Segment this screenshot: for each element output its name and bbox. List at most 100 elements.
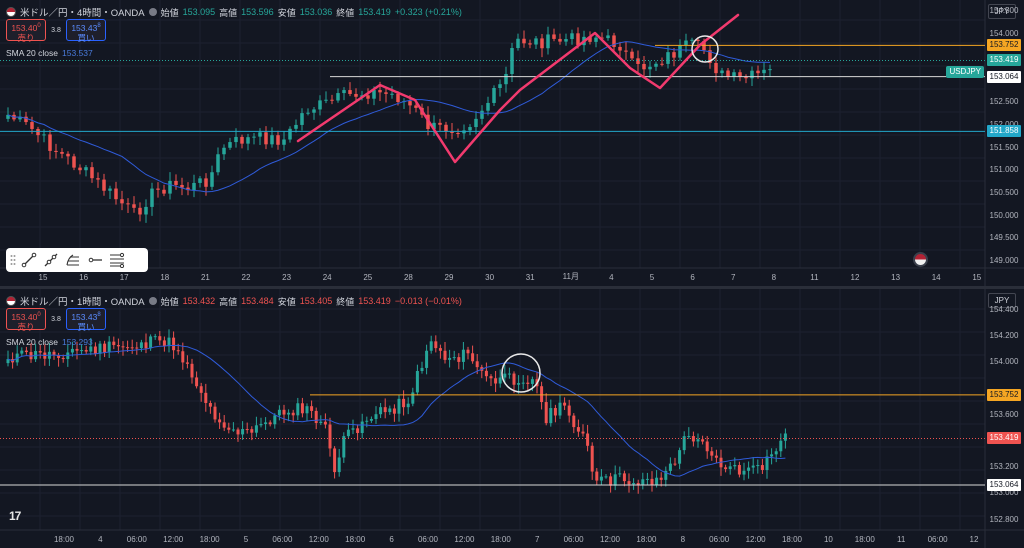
candle: [526, 382, 530, 384]
ray-icon[interactable]: [42, 251, 60, 269]
candle: [185, 362, 189, 364]
candle: [528, 43, 532, 45]
candle: [130, 347, 134, 349]
candle: [563, 402, 567, 406]
candle: [18, 116, 22, 120]
candle: [402, 398, 406, 408]
candle: [600, 37, 604, 39]
time-tick-label: 8: [680, 535, 686, 544]
candle: [510, 48, 514, 75]
buy-button[interactable]: 153.438 買い: [66, 308, 106, 332]
candle: [162, 189, 166, 194]
price-tag-white: 153.064: [987, 478, 1021, 491]
candle: [337, 457, 341, 473]
candle: [291, 412, 295, 416]
sma-legend-4h[interactable]: SMA 20 close 153.537: [6, 48, 93, 58]
horizontal-ray-icon[interactable]: [86, 251, 104, 269]
candle: [462, 130, 466, 134]
drag-handle-icon[interactable]: [10, 253, 16, 267]
price-tick-label: 150.000: [989, 210, 1019, 220]
chart-canvas-4h[interactable]: [0, 0, 1024, 286]
buy-button[interactable]: 153.438 買い: [66, 19, 106, 43]
price-tick-label: 152.000: [987, 120, 1021, 129]
candle: [503, 373, 507, 378]
time-tick-label: 12:00: [308, 535, 329, 544]
sma-legend-1h[interactable]: SMA 20 close 153.293: [6, 337, 93, 347]
candle: [314, 410, 318, 424]
symbol-title[interactable]: 米ドル／円・1時間・OANDA: [20, 297, 145, 308]
time-tick-label: 15: [972, 273, 982, 282]
candle: [75, 348, 79, 351]
candle: [112, 341, 116, 346]
candle: [414, 105, 418, 108]
symbol-title[interactable]: 米ドル／円・4時間・OANDA: [20, 8, 145, 19]
candle: [138, 207, 142, 215]
currency-selector[interactable]: JPY: [988, 293, 1016, 308]
sma-line: [7, 41, 771, 193]
candle: [540, 38, 544, 49]
candle: [126, 203, 130, 205]
annotation-circle: [691, 35, 719, 63]
candle: [245, 429, 249, 431]
tradingview-logo[interactable]: 17: [9, 509, 21, 523]
candle: [356, 428, 360, 433]
candle: [507, 373, 511, 375]
spread-value: 3.8: [51, 315, 61, 323]
time-tick-label: 25: [363, 273, 373, 282]
time-tick-label: 18:00: [636, 535, 657, 544]
parallel-channel-icon[interactable]: [108, 251, 126, 269]
candle: [415, 371, 419, 393]
candle: [98, 343, 102, 354]
candle: [760, 465, 764, 470]
candle: [708, 50, 712, 63]
candle: [636, 58, 640, 64]
candle: [144, 342, 148, 349]
pitchfork-icon[interactable]: [64, 251, 82, 269]
time-tick-label: 06:00: [126, 535, 147, 544]
candle: [312, 109, 316, 113]
legend-ohlc-1h: 米ドル／円・1時間・OANDA 始値 153.432 高値 153.484 安値 15…: [6, 294, 462, 308]
chart-pane-1h[interactable]: 米ドル／円・1時間・OANDA 始値 153.432 高値 153.484 安値 15…: [0, 289, 1024, 548]
price-tick-label: 152.800: [989, 514, 1019, 524]
time-tick-label: 17: [119, 273, 129, 282]
currency-selector[interactable]: JPY: [988, 4, 1016, 19]
sma-line: [7, 344, 786, 477]
sell-button[interactable]: 153.400 売り: [6, 19, 46, 43]
candle: [153, 336, 157, 338]
candle: [751, 465, 755, 468]
candle: [6, 114, 10, 119]
price-tick-label: 154.000: [989, 357, 1019, 367]
candle: [432, 122, 436, 130]
candle: [678, 45, 682, 58]
time-tick-label: 14: [931, 273, 941, 282]
candle: [606, 35, 610, 39]
candle: [70, 348, 74, 353]
candle: [348, 90, 352, 94]
candle: [213, 406, 217, 420]
time-tick-label: 06:00: [272, 535, 293, 544]
legend-ohlc-4h: 米ドル／円・4時間・OANDA 始値 153.095 高値 153.596 安値 15…: [6, 5, 462, 19]
candle: [199, 386, 203, 393]
candle: [306, 112, 310, 114]
sell-button[interactable]: 153.400 売り: [6, 308, 46, 332]
trend-line-icon[interactable]: [20, 251, 38, 269]
candle: [705, 441, 709, 452]
candle: [673, 463, 677, 465]
spread-value: 3.8: [51, 26, 61, 34]
pane-divider[interactable]: [0, 286, 1024, 289]
price-tick-label: 154.200: [989, 331, 1019, 341]
chart-pane-4h[interactable]: 米ドル／円・4時間・OANDA 始値 153.095 高値 153.596 安値 15…: [0, 0, 1024, 286]
candle: [471, 353, 475, 362]
candle: [54, 150, 58, 152]
economic-event-icon[interactable]: [913, 252, 928, 267]
time-tick-label: 8: [771, 273, 777, 282]
time-tick-label: 11: [897, 535, 906, 544]
candle: [489, 376, 493, 379]
candle: [474, 118, 478, 128]
candle: [192, 182, 196, 191]
time-tick-label: 28: [403, 273, 413, 282]
candle: [222, 422, 226, 428]
time-tick-label: 06:00: [927, 535, 948, 544]
chart-canvas-1h[interactable]: [0, 289, 1024, 548]
candle: [366, 95, 370, 99]
